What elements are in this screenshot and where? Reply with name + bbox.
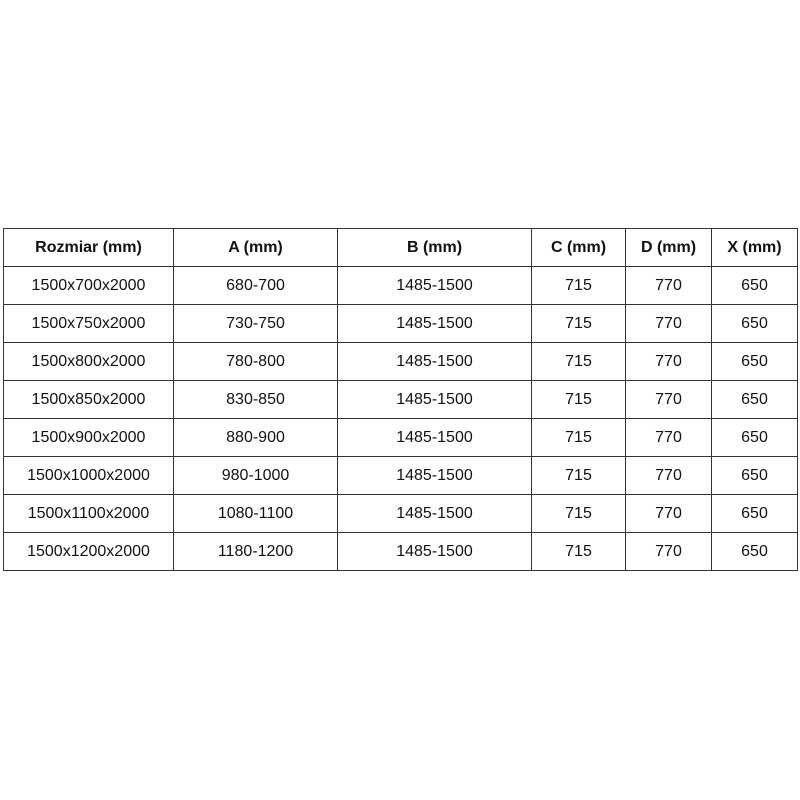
cell-x: 650 — [711, 304, 798, 343]
cell-size: 1500x1000x2000 — [3, 456, 174, 495]
table-body: 1500x700x2000 680-700 1485-1500 715 770 650 15… — [3, 266, 798, 571]
cell-a: 780-800 — [173, 342, 338, 381]
cell-x: 650 — [711, 266, 798, 305]
table-row: 1500x750x2000 730-750 1485-1500 715 770 650 — [3, 304, 798, 343]
cell-b: 1485-1500 — [337, 380, 532, 419]
cell-c: 715 — [531, 266, 626, 305]
cell-c: 715 — [531, 532, 626, 571]
cell-b: 1485-1500 — [337, 342, 532, 381]
cell-d: 770 — [625, 532, 712, 571]
cell-size: 1500x800x2000 — [3, 342, 174, 381]
cell-c: 715 — [531, 418, 626, 457]
table-row: 1500x1000x2000 980-1000 1485-1500 715 770 650 — [3, 456, 798, 495]
cell-c: 715 — [531, 380, 626, 419]
dimensions-table: Rozmiar (mm) A (mm) B (mm) C (mm) D (mm) X (m… — [3, 228, 798, 571]
cell-size: 1500x1100x2000 — [3, 494, 174, 533]
column-header-x: X (mm) — [711, 228, 798, 267]
cell-a: 730-750 — [173, 304, 338, 343]
table-row: 1500x800x2000 780-800 1485-1500 715 770 650 — [3, 342, 798, 381]
table-row: 1500x1200x2000 1180-1200 1485-1500 715 770 65… — [3, 532, 798, 571]
cell-x: 650 — [711, 456, 798, 495]
table-row: 1500x850x2000 830-850 1485-1500 715 770 650 — [3, 380, 798, 419]
cell-d: 770 — [625, 266, 712, 305]
cell-x: 650 — [711, 418, 798, 457]
cell-a: 830-850 — [173, 380, 338, 419]
cell-c: 715 — [531, 456, 626, 495]
cell-size: 1500x1200x2000 — [3, 532, 174, 571]
cell-x: 650 — [711, 494, 798, 533]
cell-size: 1500x850x2000 — [3, 380, 174, 419]
cell-a: 880-900 — [173, 418, 338, 457]
header-row: Rozmiar (mm) A (mm) B (mm) C (mm) D (mm) X (m… — [3, 228, 798, 267]
table-row: 1500x900x2000 880-900 1485-1500 715 770 650 — [3, 418, 798, 457]
cell-d: 770 — [625, 494, 712, 533]
cell-a: 980-1000 — [173, 456, 338, 495]
cell-a: 1080-1100 — [173, 494, 338, 533]
cell-size: 1500x750x2000 — [3, 304, 174, 343]
cell-b: 1485-1500 — [337, 456, 532, 495]
cell-d: 770 — [625, 456, 712, 495]
cell-a: 680-700 — [173, 266, 338, 305]
column-header-c: C (mm) — [531, 228, 626, 267]
column-header-size: Rozmiar (mm) — [3, 228, 174, 267]
cell-d: 770 — [625, 380, 712, 419]
cell-c: 715 — [531, 342, 626, 381]
cell-x: 650 — [711, 342, 798, 381]
cell-c: 715 — [531, 494, 626, 533]
cell-a: 1180-1200 — [173, 532, 338, 571]
cell-b: 1485-1500 — [337, 418, 532, 457]
cell-b: 1485-1500 — [337, 494, 532, 533]
cell-d: 770 — [625, 342, 712, 381]
table-row: 1500x1100x2000 1080-1100 1485-1500 715 770 65… — [3, 494, 798, 533]
column-header-d: D (mm) — [625, 228, 712, 267]
cell-x: 650 — [711, 380, 798, 419]
column-header-a: A (mm) — [173, 228, 338, 267]
column-header-b: B (mm) — [337, 228, 532, 267]
cell-size: 1500x700x2000 — [3, 266, 174, 305]
table-row: 1500x700x2000 680-700 1485-1500 715 770 650 — [3, 266, 798, 305]
cell-b: 1485-1500 — [337, 266, 532, 305]
cell-d: 770 — [625, 304, 712, 343]
cell-size: 1500x900x2000 — [3, 418, 174, 457]
cell-x: 650 — [711, 532, 798, 571]
cell-b: 1485-1500 — [337, 304, 532, 343]
cell-b: 1485-1500 — [337, 532, 532, 571]
cell-d: 770 — [625, 418, 712, 457]
cell-c: 715 — [531, 304, 626, 343]
